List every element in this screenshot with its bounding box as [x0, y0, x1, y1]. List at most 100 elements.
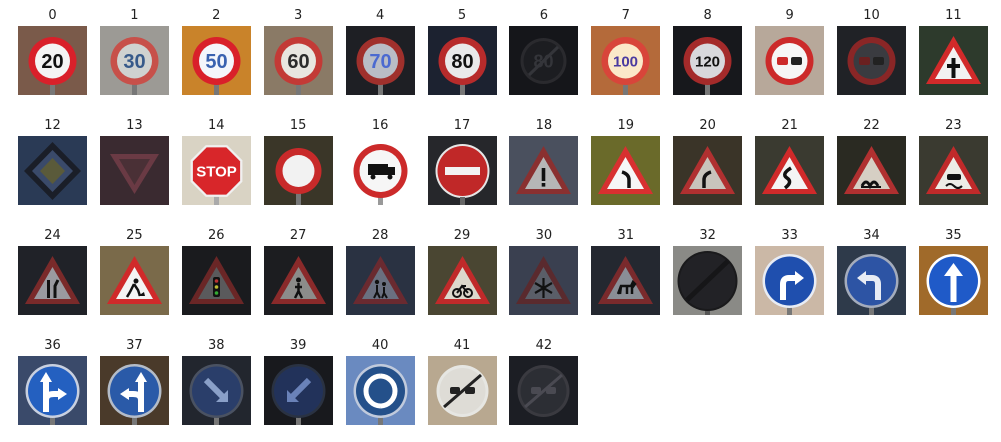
sign-class-label: 30	[535, 228, 553, 243]
sign-cell-5: 5 80	[427, 8, 497, 100]
traffic-sign-image	[837, 26, 906, 95]
traffic-sign-icon	[837, 136, 906, 205]
sign-cell-20: 20	[673, 118, 743, 210]
sign-cell-6: 680	[509, 8, 579, 100]
traffic-sign-image	[263, 356, 333, 425]
traffic-sign-icon	[673, 136, 743, 205]
traffic-sign-image	[755, 136, 825, 205]
sign-cell-13: 13	[99, 118, 169, 210]
sign-class-label: 10	[863, 8, 880, 23]
sign-cell-29: 29	[427, 228, 497, 320]
traffic-sign-icon	[263, 246, 333, 315]
traffic-sign-image: 100	[591, 26, 661, 95]
sign-class-label: 18	[535, 118, 553, 133]
traffic-sign-image	[591, 246, 661, 315]
sign-cell-16: 16	[345, 118, 415, 210]
traffic-sign-image: 80	[509, 26, 579, 95]
sign-class-label: 33	[781, 228, 798, 243]
sign-class-label: 6	[539, 8, 549, 23]
traffic-sign-icon	[345, 136, 415, 205]
traffic-sign-image	[18, 136, 87, 205]
svg-text:60: 60	[287, 51, 309, 73]
traffic-sign-icon	[427, 246, 497, 315]
traffic-sign-image	[591, 136, 661, 205]
traffic-sign-icon	[18, 356, 87, 425]
traffic-sign-image	[181, 246, 251, 315]
sign-cell-31: 31	[591, 228, 661, 320]
traffic-sign-image	[427, 246, 497, 315]
sign-class-label: 7	[621, 8, 630, 23]
sign-cell-27: 27	[263, 228, 333, 320]
sign-class-label: 27	[289, 228, 307, 243]
traffic-sign-icon	[591, 136, 661, 205]
traffic-sign-icon: 20	[18, 26, 87, 95]
svg-text:30: 30	[123, 51, 145, 73]
sign-cell-17: 17	[427, 118, 497, 210]
traffic-sign-icon: 50	[181, 26, 251, 95]
sign-cell-25: 25	[99, 228, 169, 320]
traffic-sign-icon: 70	[345, 26, 415, 95]
traffic-sign-image	[99, 246, 169, 315]
sign-cell-42: 42	[509, 338, 579, 430]
sign-class-label: 31	[617, 228, 635, 243]
traffic-sign-image: 50	[181, 26, 251, 95]
sign-cell-28: 28	[345, 228, 415, 320]
svg-text:STOP: STOP	[196, 163, 237, 180]
sign-cell-35: 35	[918, 228, 988, 320]
sign-cell-21: 21	[755, 118, 825, 210]
sign-cell-3: 3 60	[263, 8, 333, 100]
traffic-sign-image	[509, 246, 579, 315]
traffic-sign-image: 70	[345, 26, 415, 95]
sign-cell-30: 30	[509, 228, 579, 320]
svg-text:70: 70	[369, 51, 391, 73]
traffic-sign-icon: STOP	[181, 136, 251, 205]
traffic-sign-image: 120	[673, 26, 743, 95]
sign-cell-26: 26	[181, 228, 251, 320]
traffic-sign-image	[427, 136, 497, 205]
sign-cell-41: 41	[427, 338, 497, 430]
traffic-sign-image	[427, 356, 497, 425]
sign-cell-39: 39	[263, 338, 333, 430]
traffic-sign-image	[99, 356, 169, 425]
sign-class-label: 22	[863, 118, 880, 133]
traffic-sign-icon	[755, 26, 825, 95]
sign-cell-4: 4 70	[345, 8, 415, 100]
sign-cell-19: 19	[591, 118, 661, 210]
traffic-sign-icon: 100	[591, 26, 661, 95]
traffic-sign-image	[181, 356, 251, 425]
traffic-sign-icon	[918, 136, 988, 205]
traffic-sign-image	[755, 26, 825, 95]
traffic-sign-icon	[99, 136, 169, 205]
sign-class-label: 1	[130, 8, 139, 23]
traffic-sign-image	[673, 246, 743, 315]
traffic-sign-image: 60	[263, 26, 333, 95]
traffic-sign-image	[263, 136, 333, 205]
sign-cell-8: 8 120	[673, 8, 743, 100]
sign-cell-23: 23	[918, 118, 988, 210]
traffic-sign-image: 80	[427, 26, 497, 95]
sign-class-label: 19	[617, 118, 635, 133]
traffic-sign-image	[837, 136, 906, 205]
traffic-sign-icon: 120	[673, 26, 743, 95]
sign-cell-37: 37	[99, 338, 169, 430]
sign-class-label: 28	[371, 228, 389, 243]
sign-class-label: 14	[208, 118, 225, 133]
svg-text:20: 20	[41, 51, 63, 73]
traffic-sign-image: 30	[99, 26, 169, 95]
sign-class-label: 4	[375, 8, 385, 23]
traffic-sign-image	[99, 136, 169, 205]
traffic-sign-icon	[837, 26, 906, 95]
traffic-sign-image	[263, 246, 333, 315]
traffic-sign-icon	[263, 136, 333, 205]
traffic-sign-icon	[509, 356, 579, 425]
sign-cell-32: 32	[673, 228, 743, 320]
traffic-sign-icon	[509, 136, 579, 205]
sign-class-label: 38	[208, 338, 225, 353]
sign-cell-34: 34	[837, 228, 906, 320]
sign-class-label: 29	[453, 228, 471, 243]
sign-class-label: 34	[863, 228, 880, 243]
sign-class-label: 20	[699, 118, 716, 133]
traffic-sign-icon	[427, 356, 497, 425]
sign-class-label: 37	[126, 338, 143, 353]
traffic-sign-image	[918, 246, 988, 315]
